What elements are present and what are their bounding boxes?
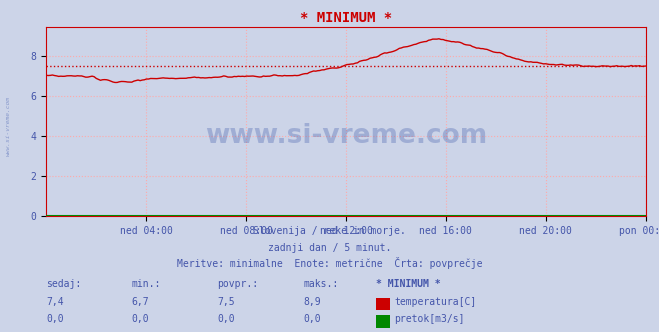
- Text: 0,0: 0,0: [46, 314, 64, 324]
- Text: Slovenija / reke in morje.: Slovenija / reke in morje.: [253, 226, 406, 236]
- Text: temperatura[C]: temperatura[C]: [394, 297, 476, 307]
- Title: * MINIMUM *: * MINIMUM *: [300, 11, 392, 25]
- Text: povpr.:: povpr.:: [217, 279, 258, 289]
- Text: min.:: min.:: [132, 279, 161, 289]
- Text: * MINIMUM *: * MINIMUM *: [376, 279, 440, 289]
- Text: zadnji dan / 5 minut.: zadnji dan / 5 minut.: [268, 243, 391, 253]
- Text: 0,0: 0,0: [217, 314, 235, 324]
- Text: 7,5: 7,5: [217, 297, 235, 307]
- Text: www.si-vreme.com: www.si-vreme.com: [5, 96, 11, 156]
- Text: www.si-vreme.com: www.si-vreme.com: [205, 123, 487, 149]
- Text: 0,0: 0,0: [303, 314, 321, 324]
- Text: maks.:: maks.:: [303, 279, 338, 289]
- Text: 8,9: 8,9: [303, 297, 321, 307]
- Text: 7,4: 7,4: [46, 297, 64, 307]
- Text: Meritve: minimalne  Enote: metrične  Črta: povprečje: Meritve: minimalne Enote: metrične Črta:…: [177, 257, 482, 269]
- Text: 0,0: 0,0: [132, 314, 150, 324]
- Text: pretok[m3/s]: pretok[m3/s]: [394, 314, 465, 324]
- Text: sedaj:: sedaj:: [46, 279, 81, 289]
- Text: 6,7: 6,7: [132, 297, 150, 307]
